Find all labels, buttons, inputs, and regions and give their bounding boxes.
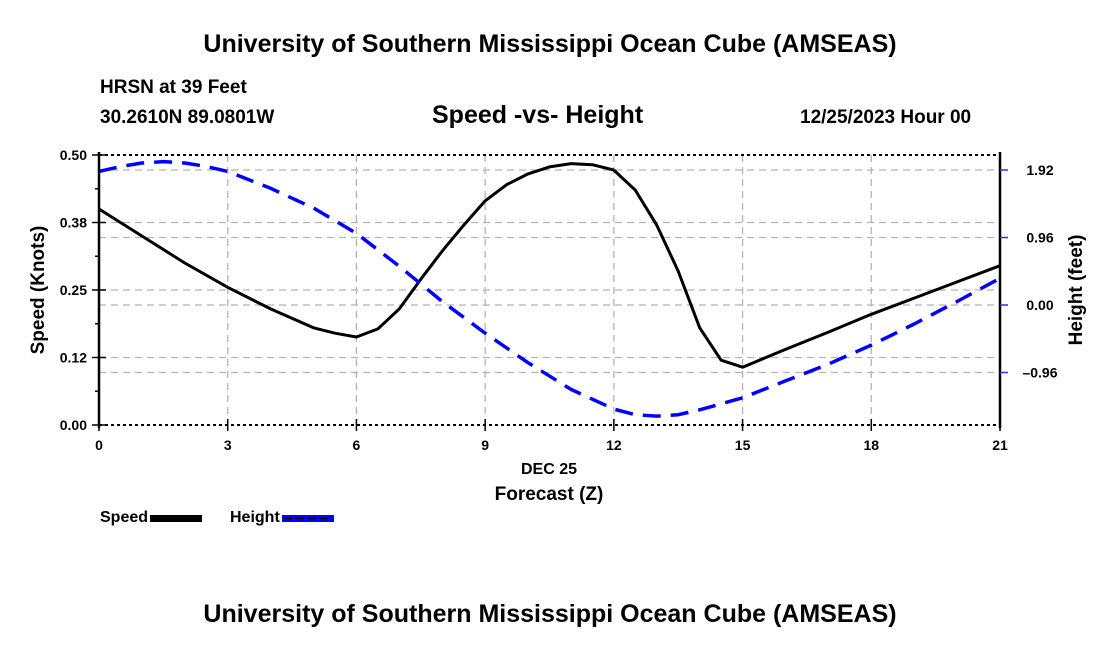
legend-label-height: Height [230, 509, 280, 526]
y2-tick-label: –0.96 [1022, 365, 1057, 381]
legend-swatch-speed [150, 514, 203, 522]
grid [99, 155, 1000, 425]
y-tick-label: 0.50 [60, 147, 87, 163]
legend-item-height: Height [230, 509, 334, 527]
x-tick-label: 15 [735, 437, 751, 453]
x-tick-label: 9 [481, 437, 489, 453]
x-tick-label: 6 [353, 437, 361, 453]
station-label: HRSN at 39 Feet [100, 77, 247, 98]
chart-title: Speed -vs- Height [432, 101, 644, 129]
legend-label-speed: Speed [100, 509, 149, 526]
x-tick-label: 3 [224, 437, 232, 453]
x-tick-label: 0 [95, 437, 103, 453]
chart-main-title: University of Southern Mississippi Ocean… [203, 30, 897, 58]
y-tick-label: 0.00 [60, 417, 87, 433]
x-tick-label: 12 [606, 437, 622, 453]
axes [92, 152, 1008, 431]
y-axis-label: Speed (Knots) [28, 226, 49, 355]
series-layer [98, 159, 1001, 418]
tick-labels: 0 3 6 9 12 15 18 21 0.00 0.12 0.25 0.38 0.50 –0.96 0.0… [60, 147, 1058, 453]
legend-item-speed: Speed [100, 509, 203, 527]
y-tick-label: 0.25 [60, 282, 87, 298]
y-tick-label: 0.38 [60, 215, 87, 231]
x-tick-label: 21 [992, 437, 1008, 453]
y2-axis-label: Height (feet) [1066, 235, 1087, 346]
date-label: 12/25/2023 Hour 00 [800, 107, 972, 128]
x-tick-label: 18 [863, 437, 879, 453]
legend-swatch-height [281, 514, 334, 522]
y-tick-label: 0.12 [60, 350, 87, 366]
y2-tick-label: 0.00 [1026, 297, 1053, 313]
y2-tick-label: 0.96 [1026, 230, 1053, 246]
series-line-speed [98, 162, 1001, 369]
x-axis-label: Forecast (Z) [495, 484, 604, 505]
coordinates-label: 30.2610N 89.0801W [100, 107, 275, 128]
chart-footer-title: University of Southern Mississippi Ocean… [203, 600, 897, 628]
series-line-height [98, 159, 1001, 418]
y2-tick-label: 1.92 [1026, 162, 1053, 178]
x-axis-date-label: DEC 25 [521, 461, 577, 478]
